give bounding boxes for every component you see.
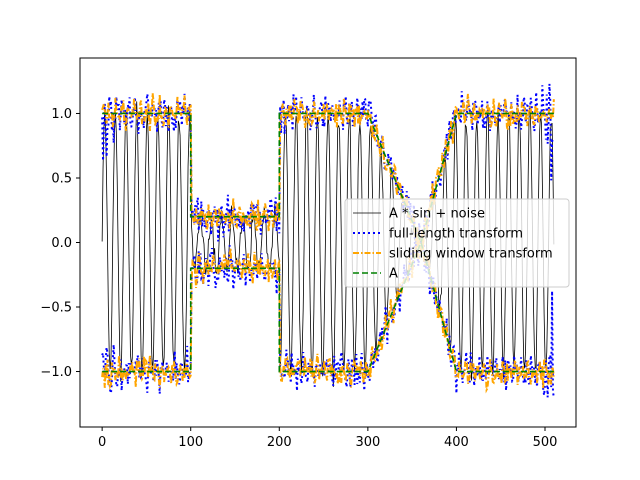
x-tick-label: 400 (444, 435, 469, 450)
x-tick-label: 500 (533, 435, 558, 450)
x-axis: 0 100 200 300 400 500 (98, 427, 557, 450)
legend-label: full-length transform (389, 227, 523, 242)
y-tick-label: −0.5 (40, 301, 72, 316)
series-layer (101, 83, 555, 398)
x-tick-label: 0 (98, 435, 106, 450)
x-tick-label: 300 (355, 435, 380, 450)
y-axis: −1.0 −0.5 0.0 0.5 1.0 (40, 107, 80, 380)
y-tick-label: 0.5 (51, 171, 72, 186)
legend: A * sin + noise full-length transform slid… (344, 198, 570, 288)
series-line-window-lower (101, 231, 555, 394)
x-tick-label: 100 (178, 435, 203, 450)
y-tick-label: 1.0 (51, 107, 72, 122)
series-line-window-upper (101, 93, 555, 251)
legend-label: sliding window transform (389, 247, 553, 262)
x-tick-label: 200 (267, 435, 292, 450)
legend-label: A (389, 267, 398, 282)
y-tick-label: 0.0 (51, 236, 72, 251)
series-line-amplitude-upper (102, 112, 554, 245)
y-tick-label: −1.0 (40, 365, 72, 380)
legend-box (344, 198, 570, 288)
series-line-amplitude-lower (102, 240, 554, 373)
legend-label: A * sin + noise (389, 207, 485, 222)
